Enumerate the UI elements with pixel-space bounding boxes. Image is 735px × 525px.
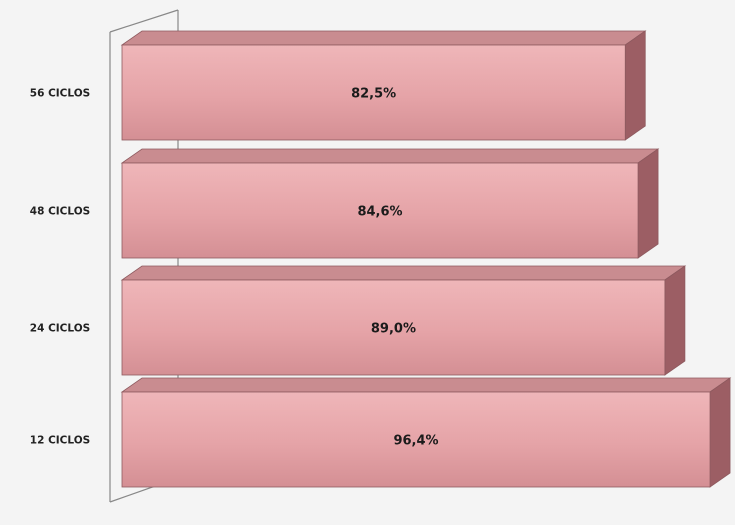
bar-top-face <box>120 30 647 46</box>
bar-front-face <box>121 44 626 141</box>
bar-top-face <box>120 148 660 164</box>
data-label: 89,0% <box>371 322 416 337</box>
bar-24-ciclos: 89,0% <box>120 265 687 376</box>
bar-12-ciclos: 96,4% <box>120 377 732 488</box>
bar-side-face <box>637 148 659 259</box>
category-label: 56 CICLOS <box>30 88 90 100</box>
category-label: 48 CICLOS <box>30 206 90 218</box>
data-label: 84,6% <box>357 205 402 220</box>
category-labels: 12 CICLOS 24 CICLOS 48 CICLOS 56 CICLOS <box>30 88 90 447</box>
bar-side-face <box>624 30 646 141</box>
axis-line-top <box>109 9 179 33</box>
bar-side-face <box>664 265 686 376</box>
bars: 96,4% 89,0% 84,6% 82,5% <box>120 30 732 488</box>
data-label: 96,4% <box>393 434 438 449</box>
bar-top-face <box>120 265 687 281</box>
bar-top-face <box>120 377 732 393</box>
category-label: 12 CICLOS <box>30 435 90 447</box>
bar-48-ciclos: 84,6% <box>120 148 660 259</box>
bar-front-face <box>121 162 639 259</box>
bar-front-face <box>121 391 711 488</box>
data-label: 82,5% <box>351 87 396 102</box>
bar-56-ciclos: 82,5% <box>120 30 647 141</box>
category-label: 24 CICLOS <box>30 323 90 335</box>
bar-front-face <box>121 279 666 376</box>
bar-side-face <box>709 377 731 488</box>
